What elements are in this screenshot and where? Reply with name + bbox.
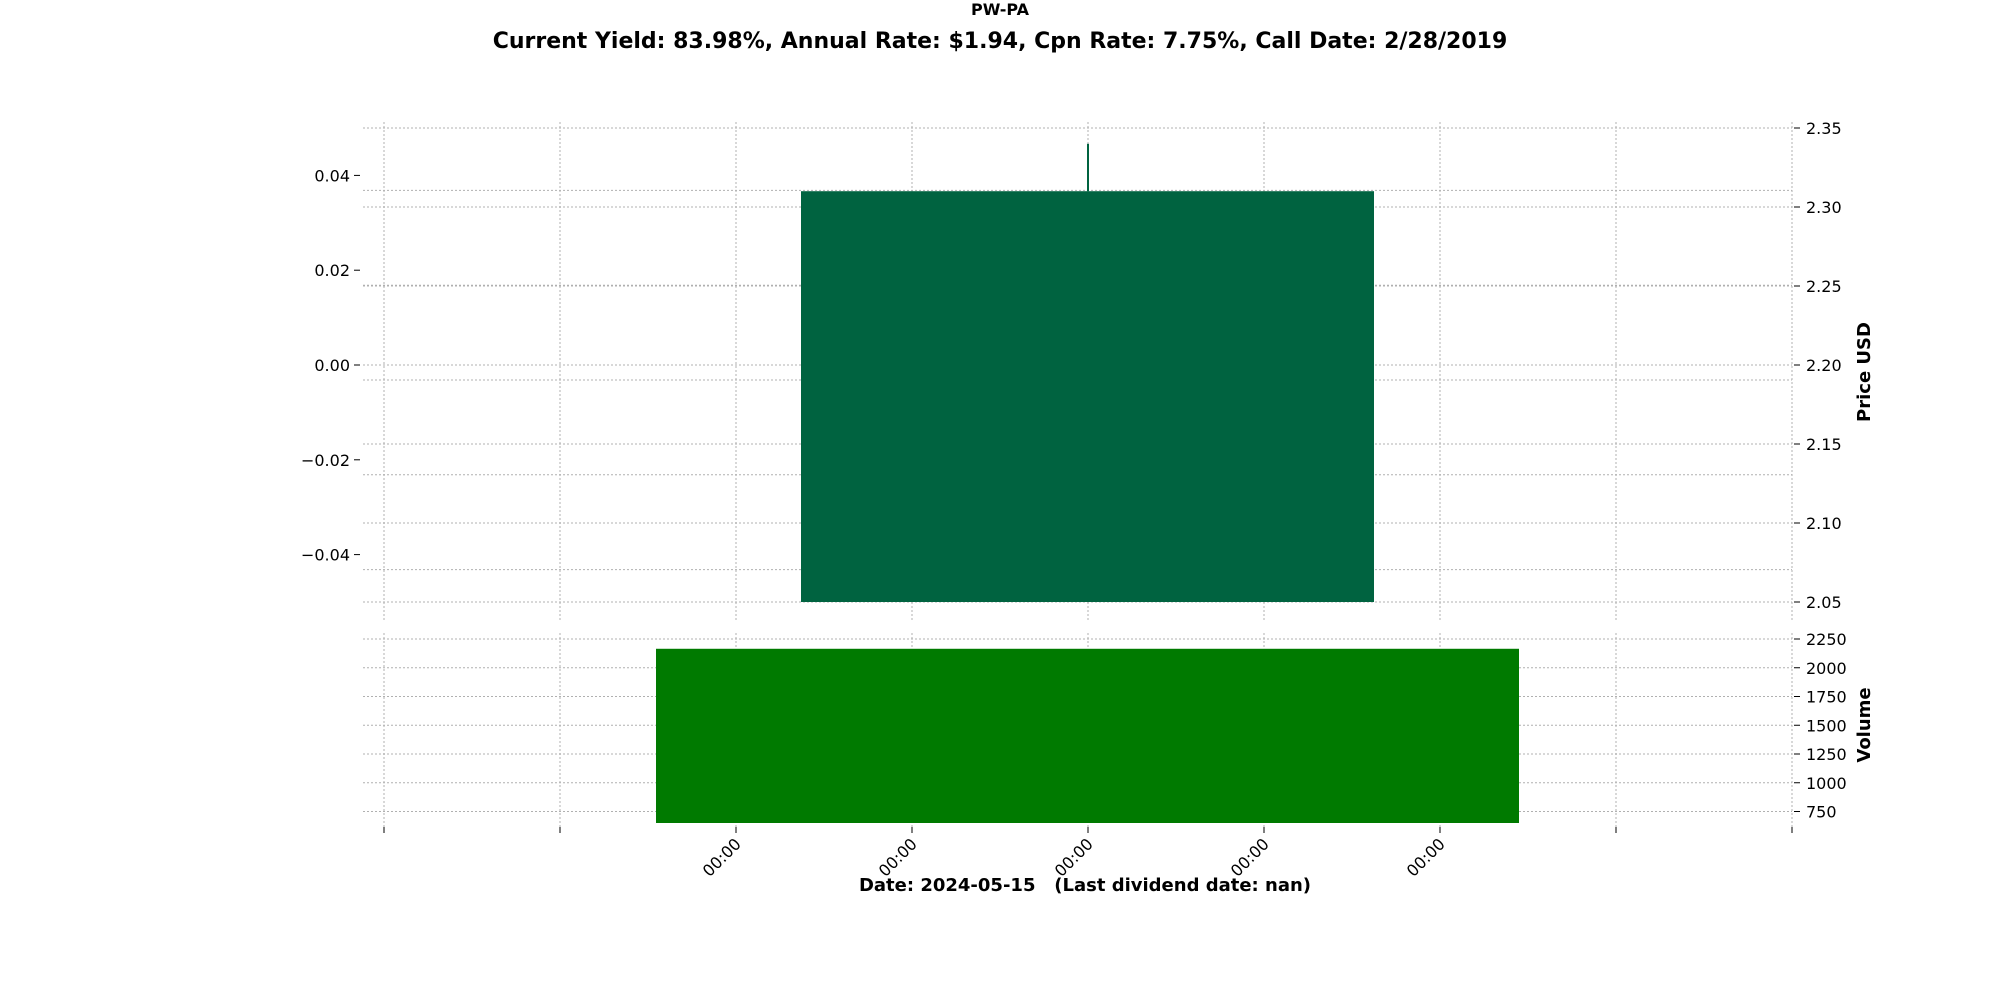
volume-tick-label: 2250 [1806,630,1847,649]
x-tick-label: 00:00 [1227,834,1273,880]
volume-tick-label: 2000 [1806,659,1847,678]
chart-subtitle: Current Yield: 83.98%, Annual Rate: $1.9… [492,29,1508,54]
price-tick-label: 2.20 [1806,356,1842,375]
volume-tick-label: 1750 [1806,688,1847,707]
left-tick-label: 0.00 [314,356,350,375]
x-tick-label: 00:00 [875,834,921,880]
volume-tick-label: 1500 [1806,716,1847,735]
price-tick-label: 2.15 [1806,435,1842,454]
volume-panel [656,648,1519,823]
price-tick-label: 2.35 [1806,119,1842,138]
volume-bar [656,648,1519,823]
x-tick-label: 00:00 [1403,834,1449,880]
chart-title: PW-PA [971,0,1029,19]
price-tick-label: 2.30 [1806,198,1842,217]
price-tick-label: 2.25 [1806,277,1842,296]
price-tick-label: 2.10 [1806,514,1842,533]
volume-axis-label: Volume [1854,687,1875,762]
price-axis-label: Price USD [1854,322,1875,422]
left-tick-label: −0.04 [301,546,350,565]
x-tick-label: 00:00 [699,834,745,880]
x-axis-label: Date: 2024-05-15 (Last dividend date: na… [859,875,1311,896]
volume-tick-label: 1000 [1806,774,1847,793]
x-tick-label: 00:00 [1051,834,1097,880]
left-tick-label: 0.04 [314,166,350,185]
left-tick-label: −0.02 [301,451,350,470]
price-panel [801,143,1374,602]
price-tick-label: 2.05 [1806,593,1842,612]
left-tick-label: 0.02 [314,261,350,280]
volume-tick-label: 750 [1806,803,1837,822]
candle-body [801,191,1374,602]
volume-tick-label: 1250 [1806,745,1847,764]
